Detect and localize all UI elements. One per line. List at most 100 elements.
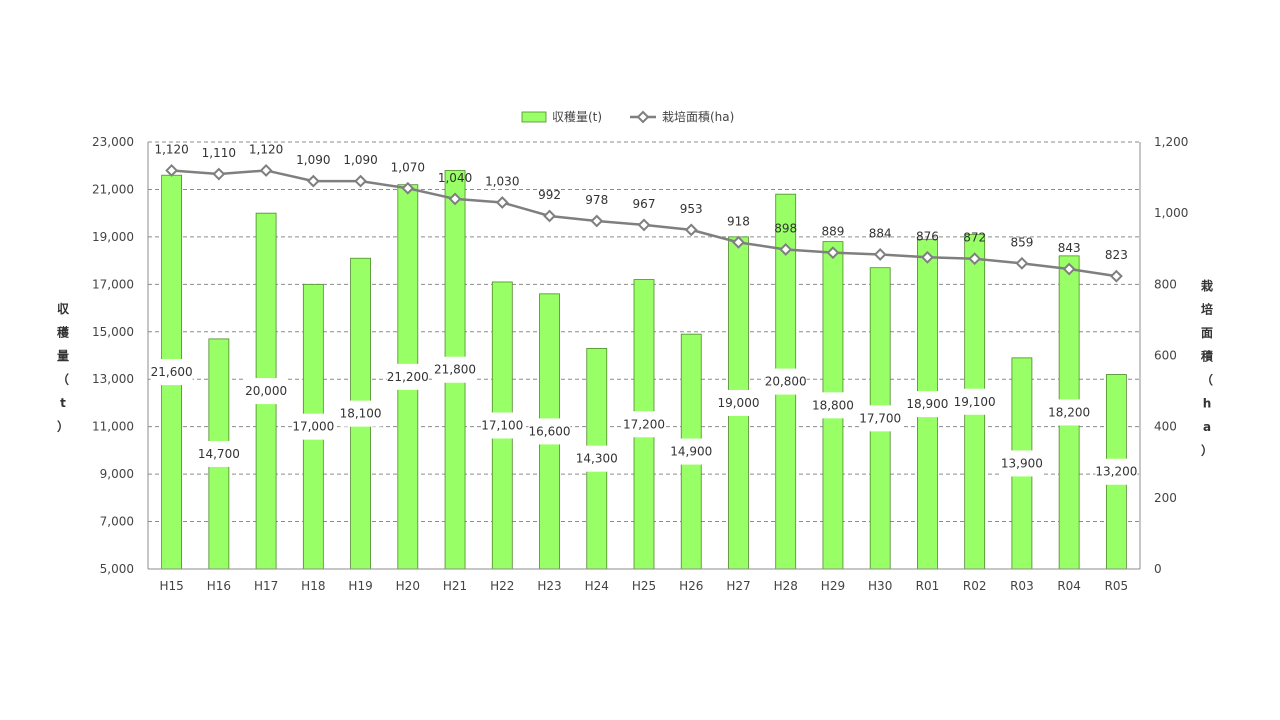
x-tick-label: H27: [726, 579, 750, 593]
x-tick-label: H16: [207, 579, 231, 593]
x-tick-label: H29: [821, 579, 845, 593]
y-tick-label: 7,000: [100, 515, 134, 529]
line-marker: [637, 218, 651, 232]
line-data-label: 1,040: [438, 171, 472, 185]
y2-tick-label: 0: [1154, 562, 1162, 576]
y2-axis-title: 栽培面積（ h a）: [1200, 278, 1214, 458]
y-axis-title: 収穫量（ t）: [57, 302, 70, 434]
line-marker: [826, 246, 840, 260]
bar-data-label: 18,800: [812, 398, 854, 412]
x-tick-label: R05: [1105, 579, 1129, 593]
legend: 収穫量(t) 栽培面積(ha): [521, 109, 734, 124]
line-series: [165, 164, 1123, 283]
y2-tick-label: 1,000: [1154, 206, 1188, 220]
line-data-label: 918: [727, 214, 750, 228]
legend-line-marker: [636, 110, 650, 124]
bar-data-label-bg: [292, 413, 335, 440]
x-tick-label: R01: [916, 579, 940, 593]
bar-data-label-bg: [953, 388, 996, 415]
y2-tick-label: 200: [1154, 491, 1177, 505]
bar-data-label: 14,300: [576, 452, 618, 466]
bar-data-label: 21,800: [434, 363, 476, 377]
bar-data-label: 18,200: [1048, 405, 1090, 419]
bar-data-label-bg: [245, 378, 288, 405]
y2-tick-label: 800: [1154, 277, 1177, 291]
line-marker: [354, 174, 367, 188]
x-tick-label: H15: [159, 579, 183, 593]
bar-data-label-bg: [859, 405, 902, 432]
bar-data-label: 14,900: [670, 445, 712, 459]
bar-data-label: 17,100: [481, 418, 523, 432]
line-data-label: 889: [821, 225, 844, 239]
x-tick-label: R02: [963, 579, 987, 593]
bar-data-label: 19,100: [954, 395, 996, 409]
line-marker: [684, 223, 698, 237]
line-marker: [1015, 256, 1029, 270]
bar-data-label: 13,200: [1095, 465, 1137, 479]
line-marker: [921, 250, 934, 264]
x-tick-label: H25: [632, 579, 656, 593]
bar-data-label: 16,600: [529, 424, 571, 438]
bar-data-label-bg: [1095, 458, 1138, 485]
line-marker: [968, 252, 982, 266]
bar-data-label-bg: [811, 392, 854, 419]
line-data-label: 978: [585, 193, 608, 207]
bar-data-label-bg: [434, 356, 477, 383]
line-marker: [1109, 269, 1123, 283]
y2-tick-label: 1,200: [1154, 135, 1188, 149]
bar-data-label: 20,000: [245, 384, 287, 398]
line-data-label: 898: [774, 221, 797, 235]
x-tick-label: H17: [254, 579, 278, 593]
bar-data-label-bg: [197, 440, 240, 467]
bar-data-label: 18,900: [906, 397, 948, 411]
line-marker: [448, 192, 462, 206]
bar-data-label-bg: [670, 438, 713, 465]
bar-data-label-bg: [150, 359, 193, 386]
bar-data-label-bg: [764, 368, 807, 395]
x-tick-label: R03: [1010, 579, 1034, 593]
y2-tick-label: 600: [1154, 349, 1177, 363]
y-tick-label: 13,000: [92, 372, 134, 386]
bar-data-label: 20,800: [765, 375, 807, 389]
line-marker: [495, 196, 509, 209]
y-tick-label: 15,000: [92, 325, 134, 339]
line-marker: [212, 167, 226, 181]
y-tick-label: 5,000: [100, 562, 134, 576]
y-tick-label: 19,000: [92, 230, 134, 244]
line-marker: [1062, 262, 1076, 276]
x-tick-label: H26: [679, 579, 703, 593]
line-data-label: 967: [633, 197, 656, 211]
bar-data-label-bg: [1000, 450, 1043, 477]
line-marker: [165, 164, 179, 177]
line-data-label: 1,070: [391, 160, 425, 174]
y-tick-label: 21,000: [92, 182, 134, 196]
line-marker: [590, 214, 604, 228]
x-tick-label: H23: [537, 579, 561, 593]
bar-data-label: 21,200: [387, 370, 429, 384]
line-data-label: 1,120: [249, 142, 283, 156]
bar-data-label-bg: [386, 363, 429, 390]
bar-data-label: 17,000: [292, 420, 334, 434]
x-tick-label: H20: [396, 579, 420, 593]
x-tick-label: H28: [774, 579, 798, 593]
legend-bar-label: 収穫量(t): [552, 110, 602, 124]
y-tick-label: 9,000: [100, 467, 134, 481]
y-tick-label: 23,000: [92, 135, 134, 149]
data-labels: 21,600 14,700 20,000 17,000 18,100 21,200 21,8…: [150, 142, 1138, 485]
y2-tick-label: 400: [1154, 420, 1177, 434]
line-marker: [401, 181, 415, 195]
line-marker: [779, 243, 793, 256]
bar-data-label-bg: [1048, 399, 1091, 426]
bar-data-label-bg: [623, 411, 665, 438]
legend-line-label: 栽培面積(ha): [662, 109, 734, 124]
line-data-label: 859: [1010, 235, 1033, 249]
line-data-label: 992: [538, 188, 561, 202]
line-data-label: 1,110: [202, 146, 236, 160]
line-data-label: 1,030: [485, 174, 519, 188]
axis-titles: 収穫量（ t ） 栽培面積（ h a）: [57, 278, 1214, 458]
line-marker: [732, 235, 745, 249]
line-data-label: 843: [1058, 241, 1081, 255]
bar-data-label: 14,700: [198, 447, 240, 461]
bar-data-label-bg: [906, 391, 949, 418]
